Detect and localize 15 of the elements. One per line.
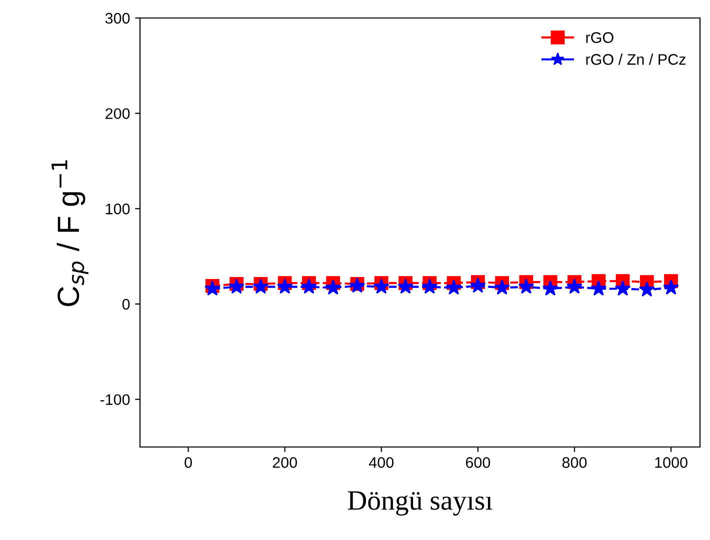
y-axis-title: C$_{sp}$ / F g$^{−1}$ <box>52 160 88 306</box>
x-tick-label: 600 <box>466 457 490 468</box>
x-tick-label: 0 <box>184 457 192 468</box>
legend-label: rGO <box>586 32 614 43</box>
y-tick-label: 0 <box>122 298 130 310</box>
y-tick-label: 300 <box>105 12 130 24</box>
y-tick-label: -100 <box>100 394 130 406</box>
y-tick-label: 100 <box>106 204 130 214</box>
x-tick-label: 800 <box>562 457 587 468</box>
x-axis-title: Döngü sayısı <box>348 491 492 516</box>
x-tick-label: 200 <box>272 457 297 468</box>
y-tick-label: 200 <box>106 108 130 120</box>
x-tick-label: 400 <box>368 457 394 468</box>
legend-label: rGO / Zn / PCz <box>586 54 686 65</box>
x-tick-label: 1000 <box>655 457 688 468</box>
